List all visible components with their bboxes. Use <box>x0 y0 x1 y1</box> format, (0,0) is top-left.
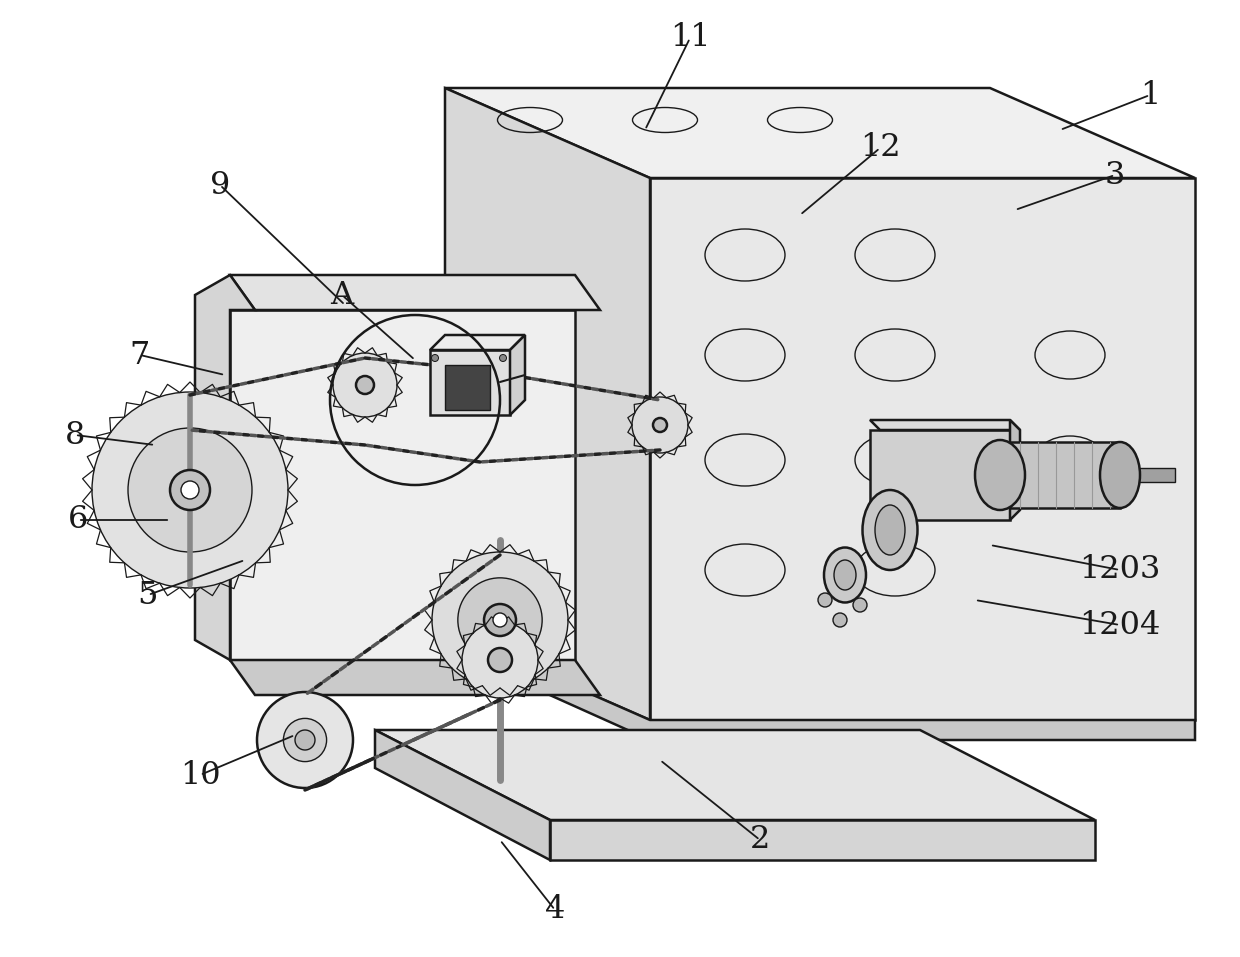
Circle shape <box>295 730 315 750</box>
Circle shape <box>128 428 252 552</box>
Polygon shape <box>1120 468 1176 482</box>
Text: 12: 12 <box>859 132 900 164</box>
Text: 1204: 1204 <box>1079 610 1161 640</box>
Text: 11: 11 <box>670 23 711 54</box>
Circle shape <box>170 470 210 510</box>
Text: 10: 10 <box>180 760 221 790</box>
Circle shape <box>432 354 439 362</box>
Text: 7: 7 <box>130 340 150 370</box>
Polygon shape <box>1011 442 1120 508</box>
Text: 2: 2 <box>750 825 770 856</box>
Circle shape <box>92 392 288 588</box>
Polygon shape <box>445 88 650 720</box>
Text: 1203: 1203 <box>1079 554 1161 586</box>
Text: 8: 8 <box>64 419 86 451</box>
Polygon shape <box>229 310 575 660</box>
Polygon shape <box>229 275 600 310</box>
Circle shape <box>818 593 832 607</box>
Polygon shape <box>430 350 510 415</box>
Circle shape <box>853 598 867 612</box>
Text: 9: 9 <box>210 169 231 201</box>
Circle shape <box>484 604 516 636</box>
Circle shape <box>356 376 374 394</box>
Circle shape <box>463 622 538 698</box>
Text: 1: 1 <box>1140 79 1161 110</box>
Circle shape <box>458 578 542 662</box>
Polygon shape <box>445 365 490 410</box>
Circle shape <box>284 719 326 762</box>
Ellipse shape <box>1100 442 1140 508</box>
Circle shape <box>833 613 847 627</box>
Circle shape <box>653 418 667 432</box>
Text: 6: 6 <box>68 504 88 536</box>
Circle shape <box>257 692 353 788</box>
Circle shape <box>500 354 506 362</box>
Polygon shape <box>870 430 1011 520</box>
Ellipse shape <box>975 440 1025 510</box>
Ellipse shape <box>875 505 905 555</box>
Circle shape <box>181 481 198 499</box>
Circle shape <box>494 613 507 627</box>
Polygon shape <box>870 420 1021 430</box>
Polygon shape <box>229 660 600 695</box>
Text: A: A <box>330 279 353 310</box>
Polygon shape <box>430 335 525 350</box>
Ellipse shape <box>863 490 918 570</box>
Circle shape <box>489 648 512 672</box>
Circle shape <box>632 397 688 453</box>
Text: 4: 4 <box>544 895 565 925</box>
Circle shape <box>432 552 568 688</box>
Polygon shape <box>374 730 551 860</box>
Text: 5: 5 <box>138 580 159 611</box>
Text: 3: 3 <box>1105 160 1125 190</box>
Polygon shape <box>510 335 525 415</box>
Polygon shape <box>374 730 1095 820</box>
Polygon shape <box>551 820 1095 860</box>
Ellipse shape <box>825 547 866 603</box>
Circle shape <box>334 353 397 417</box>
Polygon shape <box>195 275 255 660</box>
Polygon shape <box>1011 420 1021 520</box>
Ellipse shape <box>835 560 856 590</box>
Polygon shape <box>650 178 1195 720</box>
Polygon shape <box>445 630 1195 740</box>
Polygon shape <box>445 88 1195 178</box>
